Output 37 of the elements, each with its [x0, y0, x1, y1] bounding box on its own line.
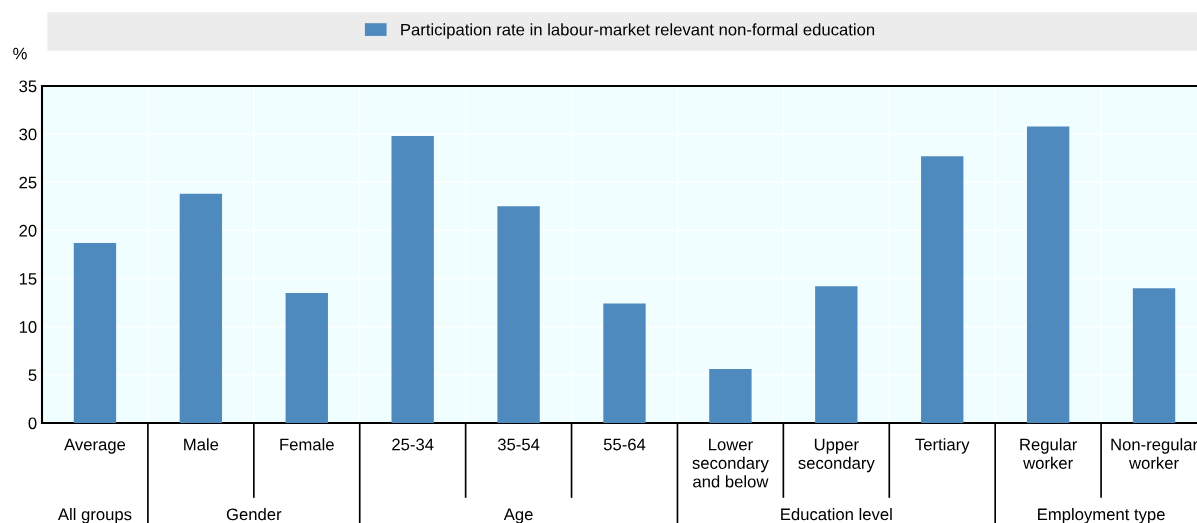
text: All groups — [57, 508, 132, 523]
y-tick-label: 35 — [19, 80, 37, 93]
y-tick-label: 30 — [19, 128, 37, 141]
x-tick-label: 35-54 — [497, 438, 540, 451]
bar — [285, 293, 328, 423]
bar — [921, 156, 964, 423]
y-axis-title: % — [13, 47, 27, 60]
text: Education level — [781, 508, 892, 521]
text: Age — [503, 508, 533, 523]
bar — [73, 242, 117, 423]
x-tick-label: Non-regular worker — [1111, 438, 1197, 469]
bar — [497, 206, 540, 423]
bar — [815, 286, 858, 423]
x-tick-label: Average — [64, 438, 126, 454]
x-tick-label: Regular worker — [1020, 438, 1078, 469]
y-tick-label: 5 — [28, 369, 37, 382]
bar — [603, 303, 646, 423]
text: Employment type — [1038, 508, 1165, 523]
bar — [1026, 126, 1070, 423]
y-tick-label: 15 — [19, 273, 37, 285]
bar — [179, 193, 223, 423]
y-tick-label: 20 — [19, 224, 37, 237]
x-tick-label: 25-34 — [392, 438, 434, 451]
x-tick-label: Male — [184, 438, 219, 451]
x-tick-label: Upper secondary — [798, 438, 875, 473]
bar — [391, 136, 434, 423]
x-tick-label: Lower secondary and below — [692, 438, 769, 488]
y-tick-label: 10 — [19, 321, 37, 333]
x-tick-label: 55-64 — [603, 438, 646, 451]
legend-label: Participation rate in labour-market relevant non-formal education — [401, 23, 875, 39]
y-tick-label: 25 — [19, 176, 37, 189]
bar — [1132, 288, 1176, 423]
text: Gender — [226, 508, 282, 521]
y-tick-label: 0 — [28, 417, 37, 430]
x-tick-label: Tertiary — [915, 438, 970, 454]
bar — [709, 369, 752, 423]
x-tick-label: Female — [280, 438, 334, 451]
